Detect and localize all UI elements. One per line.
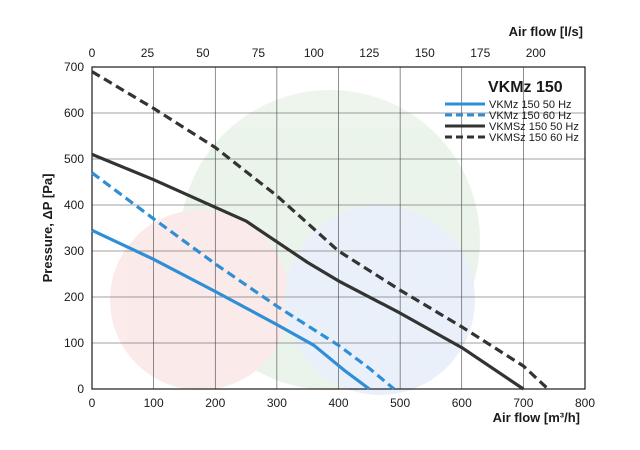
background-watermark: [110, 90, 480, 395]
y-tick-label: 0: [77, 382, 84, 396]
y-tick-label: 500: [64, 152, 84, 166]
y-axis-title: Pressure, ΔP [Pa]: [40, 174, 55, 283]
series-line-1: [91, 228, 371, 391]
x-tick-label: 400: [328, 396, 348, 410]
x2-tick-label: 100: [304, 46, 324, 60]
y-tick-labels: 0 100 200 300 400 500 600 700: [64, 60, 84, 396]
x-tick-label: 500: [390, 396, 410, 410]
series-line-3: [91, 152, 525, 391]
chart-title: VKMz 150: [488, 79, 563, 96]
y-tick-label: 100: [64, 336, 84, 350]
x-tick-label: 600: [452, 396, 472, 410]
x2-axis-title: Air flow [l/s]: [509, 24, 583, 39]
y-tick-label: 300: [64, 244, 84, 258]
legend-label-2: VKMz 150 60 Hz: [489, 110, 572, 122]
x-tick-label: 200: [205, 396, 225, 410]
x-tick-label: 100: [144, 396, 164, 410]
x2-tick-label: 200: [526, 46, 546, 60]
x2-tick-label: 75: [252, 46, 266, 60]
legend-label-3: VKMSz 150 50 Hz: [489, 121, 579, 133]
x-tick-label: 700: [513, 396, 533, 410]
plot-frame: [91, 66, 586, 390]
x-tick-label: 800: [575, 396, 595, 410]
series-line-2: [91, 171, 396, 391]
x2-tick-label: 25: [141, 46, 155, 60]
x-axis-title: Air flow [m³/h]: [493, 410, 580, 425]
y-tick-label: 400: [64, 198, 84, 212]
series-lines: [91, 70, 550, 391]
x2-tick-label: 0: [89, 46, 96, 60]
x2-tick-label: 175: [470, 46, 490, 60]
x-tick-labels: 0 100 200 300 400 500 600 700 800: [89, 396, 596, 410]
legend-label-1: VKMz 150 50 Hz: [489, 99, 572, 111]
y-tick-label: 700: [64, 60, 84, 74]
y-tick-label: 200: [64, 290, 84, 304]
x2-tick-label: 125: [359, 46, 379, 60]
x2-tick-label: 150: [415, 46, 435, 60]
x2-tick-labels: 0 25 50 75 100 125 150 175 200: [89, 46, 546, 60]
y-tick-label: 600: [64, 106, 84, 120]
legend-label-4: VKMSz 150 60 Hz: [489, 132, 579, 144]
x2-tick-label: 50: [196, 46, 210, 60]
x-tick-label: 300: [267, 396, 287, 410]
x-tick-label: 0: [89, 396, 96, 410]
